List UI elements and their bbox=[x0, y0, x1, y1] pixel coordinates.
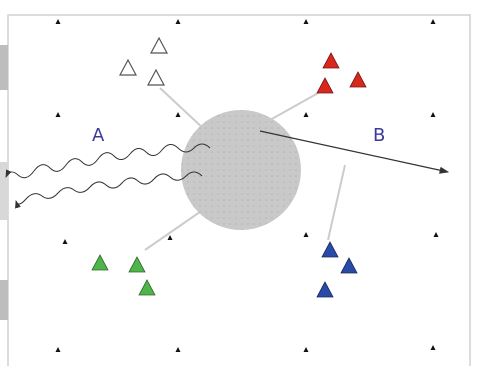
white-triangles bbox=[120, 38, 167, 85]
label-a: A bbox=[92, 125, 105, 146]
green-triangles bbox=[92, 255, 155, 295]
label-b: B bbox=[373, 125, 385, 146]
wavy-lines bbox=[6, 144, 210, 204]
diagram: A B bbox=[0, 0, 484, 366]
red-triangles bbox=[317, 53, 366, 93]
central-body bbox=[181, 110, 301, 230]
blue-triangles bbox=[317, 242, 357, 297]
